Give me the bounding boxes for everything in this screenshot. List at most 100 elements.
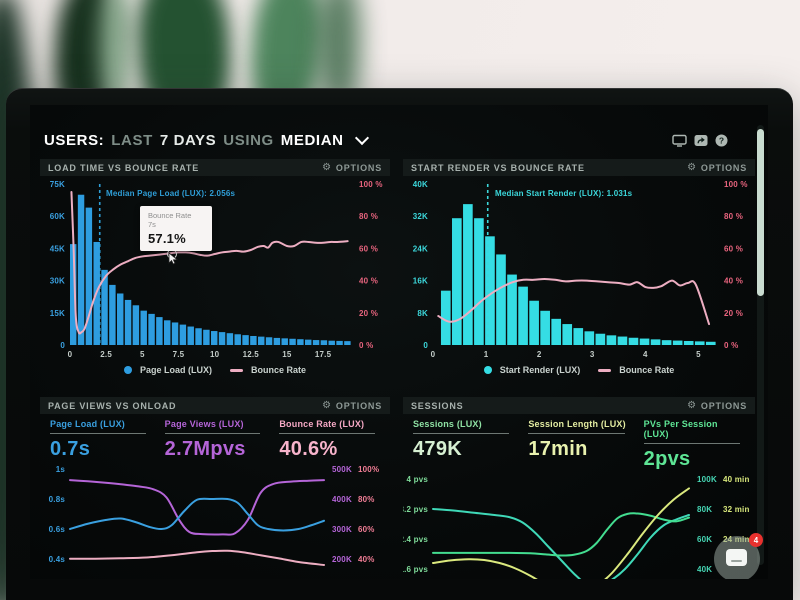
svg-text:60K: 60K (697, 535, 712, 544)
svg-text:60 %: 60 % (359, 244, 378, 253)
svg-text:24K: 24K (413, 244, 428, 253)
svg-text:100%: 100% (358, 465, 379, 474)
svg-text:2: 2 (537, 350, 542, 359)
start-render-chart[interactable]: 40K 32K 24K 16K 8K 0 100 % 80 % 60 % 40 % 20 % 0 % 0… (403, 176, 755, 364)
svg-text:60 %: 60 % (724, 244, 743, 253)
svg-text:400K: 400K (332, 495, 352, 504)
svg-text:20 %: 20 % (724, 309, 743, 318)
legend-line (598, 368, 612, 372)
page-views-chart[interactable]: 1s 0.8s 0.6s 0.4s 500K 400K 300K 200K 100% 80% 60%… (40, 461, 390, 579)
svg-text:3.2 pvs: 3.2 pvs (403, 505, 428, 514)
svg-text:2.5: 2.5 (100, 350, 112, 359)
svg-text:12.5: 12.5 (243, 350, 260, 359)
svg-text:32 min: 32 min (723, 505, 750, 514)
dashboard-screen: USERS: LAST 7 DAYS USING MEDIAN (30, 105, 768, 579)
svg-text:0: 0 (423, 341, 428, 350)
sessions-chart[interactable]: 4 pvs 3.2 pvs 2.4 pvs 1.6 pvs 100K 80K 60K 40K 4… (403, 471, 755, 579)
gear-icon: ⚙ (687, 399, 697, 411)
svg-text:80 %: 80 % (724, 212, 743, 221)
metrics-row: Page Load (LUX) 0.7s Page Views (LUX) 2.… (40, 414, 390, 461)
svg-text:16K: 16K (413, 277, 428, 286)
metric-sessions: Sessions (LUX) 479K (413, 419, 514, 471)
svg-text:60%: 60% (358, 525, 375, 534)
chat-bubble-icon (726, 549, 747, 566)
chat-widget-button[interactable]: 4 (714, 533, 763, 579)
svg-text:100K: 100K (697, 475, 717, 484)
svg-text:4: 4 (643, 350, 648, 359)
svg-text:4 pvs: 4 pvs (407, 475, 429, 484)
svg-text:32K: 32K (413, 212, 428, 221)
scrollbar-thumb[interactable] (757, 129, 764, 296)
options-button[interactable]: ⚙ OPTIONS (322, 161, 382, 173)
svg-text:0.6s: 0.6s (49, 525, 66, 534)
median-annotation: Median Start Render (LUX): 1.031s (495, 189, 633, 198)
svg-text:40 min: 40 min (723, 475, 750, 484)
svg-text:40 %: 40 % (359, 277, 378, 286)
chevron-down-icon (354, 130, 369, 145)
svg-text:100 %: 100 % (359, 180, 383, 189)
legend-dot (123, 366, 132, 374)
title-using: USING (223, 131, 274, 149)
svg-text:30K: 30K (50, 277, 65, 286)
title-metric: MEDIAN (280, 131, 344, 149)
title-users: USERS: (44, 131, 105, 149)
options-button[interactable]: ⚙ OPTIONS (322, 399, 382, 411)
svg-text:0 %: 0 % (359, 341, 373, 350)
svg-text:0 %: 0 % (724, 341, 738, 350)
svg-text:300K: 300K (332, 525, 352, 534)
svg-text:2.4 pvs: 2.4 pvs (403, 535, 428, 544)
load-time-chart[interactable]: 75K 60K 45K 30K 15K 0 100 % 80 % 60 % 40 % 20 % 0 %… (40, 176, 390, 364)
svg-text:45K: 45K (50, 244, 65, 253)
metric-page-views: Page Views (LUX) 2.7Mpvs (164, 419, 266, 461)
svg-text:7.5: 7.5 (173, 350, 185, 359)
svg-text:0: 0 (431, 350, 436, 359)
legend-line (230, 368, 243, 372)
title-last: LAST (111, 131, 153, 149)
panel-load-time: LOAD TIME VS BOUNCE RATE ⚙ OPTIONS 75K 60K… (40, 159, 390, 391)
panel-start-render: START RENDER VS BOUNCE RATE ⚙ OPTIONS 40K… (403, 159, 755, 391)
title-days: 7 DAYS (159, 131, 217, 149)
gear-icon: ⚙ (322, 161, 332, 173)
svg-text:0.4s: 0.4s (49, 555, 66, 564)
svg-text:75K: 75K (50, 180, 65, 189)
svg-text:200K: 200K (332, 555, 352, 564)
svg-text:15: 15 (282, 350, 292, 359)
metric-bounce-rate: Bounce Rate (LUX) 40.6% (279, 419, 380, 461)
svg-text:17.5: 17.5 (315, 350, 332, 359)
svg-text:500K: 500K (332, 465, 352, 474)
svg-text:40 %: 40 % (724, 277, 743, 286)
gear-icon: ⚙ (322, 399, 332, 411)
mouse-cursor-icon (168, 252, 179, 265)
svg-text:1.6 pvs: 1.6 pvs (403, 565, 428, 574)
panel-title: PAGE VIEWS VS ONLOAD (48, 400, 177, 411)
chart-legend: Page Load (LUX) Bounce Rate (40, 365, 390, 375)
display-icon[interactable] (672, 134, 687, 147)
svg-text:10: 10 (210, 350, 220, 359)
panel-title: SESSIONS (411, 400, 464, 411)
panel-page-views: PAGE VIEWS VS ONLOAD ⚙ OPTIONS Page Load … (40, 397, 390, 579)
svg-text:40K: 40K (413, 180, 428, 189)
share-icon[interactable] (694, 134, 708, 147)
options-button[interactable]: ⚙ OPTIONS (687, 399, 747, 411)
chart-tooltip: Bounce Rate 7s 57.1% (140, 206, 212, 251)
svg-text:8K: 8K (417, 309, 428, 318)
svg-text:0: 0 (68, 350, 73, 359)
panel-title: LOAD TIME VS BOUNCE RATE (48, 162, 200, 173)
panel-sessions: SESSIONS ⚙ OPTIONS Sessions (LUX) 479K Se… (403, 397, 755, 579)
median-annotation: Median Page Load (LUX): 2.056s (106, 189, 236, 198)
svg-text:80%: 80% (358, 495, 375, 504)
svg-text:40K: 40K (697, 565, 712, 574)
options-button[interactable]: ⚙ OPTIONS (687, 161, 747, 173)
metric-pvs-per-session: PVs Per Session (LUX) 2pvs (643, 419, 745, 471)
users-range-dropdown[interactable]: USERS: LAST 7 DAYS USING MEDIAN (44, 130, 369, 149)
svg-text:15K: 15K (50, 309, 65, 318)
chart-legend: Start Render (LUX) Bounce Rate (403, 365, 755, 375)
metric-page-load: Page Load (LUX) 0.7s (50, 419, 151, 461)
help-icon[interactable]: ? (715, 134, 728, 147)
svg-text:80 %: 80 % (359, 212, 378, 221)
scrollbar-track[interactable] (757, 125, 764, 565)
metrics-row: Sessions (LUX) 479K Session Length (LUX)… (403, 414, 755, 471)
dashboard-header: USERS: LAST 7 DAYS USING MEDIAN (44, 127, 754, 153)
gear-icon: ⚙ (687, 161, 697, 173)
